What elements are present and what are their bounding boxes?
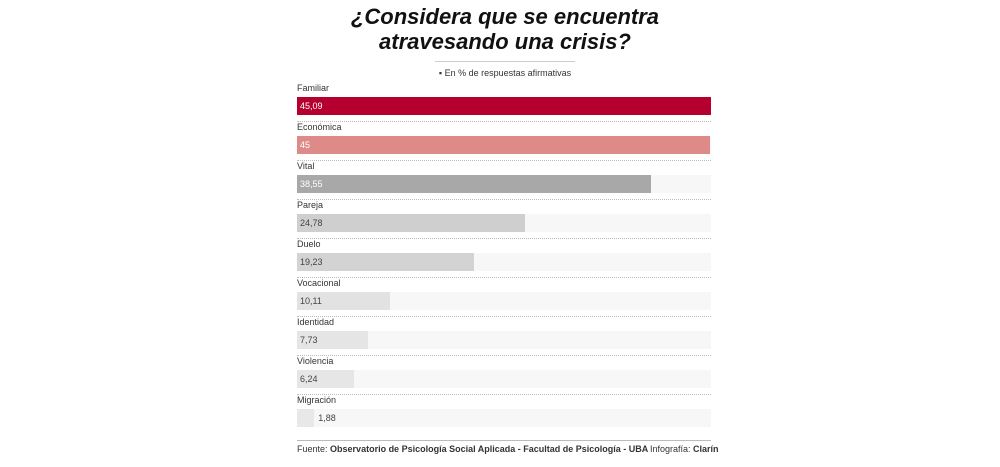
row-separator <box>297 238 711 239</box>
category-label: Económica <box>297 122 342 132</box>
source-label: Fuente: <box>297 444 328 454</box>
row-background <box>297 370 711 388</box>
value-label: 19,23 <box>300 257 323 267</box>
bar <box>297 253 474 271</box>
value-label: 10,11 <box>300 296 322 306</box>
source: Fuente: Observatorio de Psicología Socia… <box>297 444 648 454</box>
value-label: 24,78 <box>300 218 323 228</box>
bar <box>297 292 390 310</box>
row-background <box>297 409 711 427</box>
bar <box>297 370 355 388</box>
value-label: 6,24 <box>300 374 318 384</box>
row-separator <box>297 394 711 395</box>
value-label: 1,88 <box>318 413 336 423</box>
row-separator <box>297 277 711 278</box>
bar <box>297 175 651 193</box>
footer-rule <box>297 440 711 441</box>
category-label: Identidad <box>297 317 335 327</box>
credit-label: Infografía: <box>650 444 691 454</box>
bar <box>297 97 711 115</box>
row-separator <box>297 316 711 317</box>
value-label: 7,73 <box>300 335 318 345</box>
value-label: 45,09 <box>300 101 323 111</box>
subtitle-rule <box>435 61 575 62</box>
category-label: Violencia <box>297 356 334 366</box>
category-label: Vital <box>297 161 315 171</box>
row-separator <box>297 355 711 356</box>
subtitle: ▪ En % de respuestas afirmativas <box>438 68 572 78</box>
category-label: Migración <box>297 395 337 405</box>
bar <box>297 214 525 232</box>
row-background <box>297 292 711 310</box>
bar <box>297 409 315 427</box>
bar <box>297 331 368 349</box>
value-label: 45 <box>300 140 311 150</box>
row-separator <box>297 160 711 161</box>
source-text: Observatorio de Psicología Social Aplica… <box>330 444 649 454</box>
credit-text: Clarín <box>693 444 719 454</box>
row-background <box>297 331 711 349</box>
chart-title: ¿Considera que se encuentra atravesando … <box>350 4 660 54</box>
category-label: Duelo <box>297 239 321 249</box>
category-label: Vocacional <box>297 278 341 288</box>
credit: Infografía: Clarín <box>650 444 719 454</box>
bar <box>297 136 711 154</box>
value-label: 38,55 <box>300 179 323 189</box>
category-label: Pareja <box>297 200 324 210</box>
row-separator <box>297 121 711 122</box>
category-label: Familiar <box>297 83 330 93</box>
row-separator <box>297 199 711 200</box>
